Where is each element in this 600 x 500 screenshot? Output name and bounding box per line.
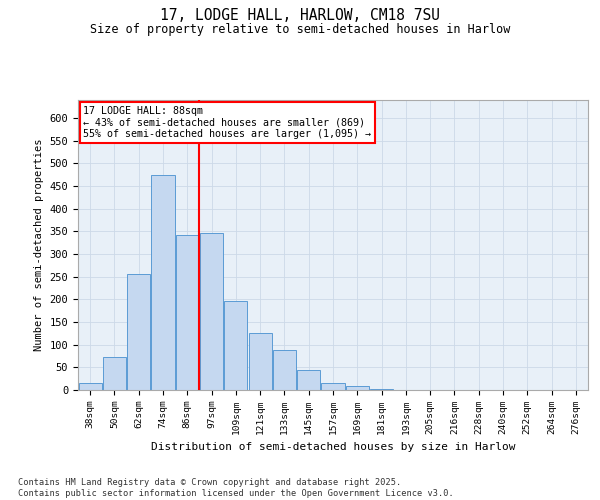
Bar: [176, 234, 199, 390]
Text: Distribution of semi-detached houses by size in Harlow: Distribution of semi-detached houses by …: [151, 442, 515, 452]
Bar: [370, 388, 393, 390]
Bar: [151, 175, 175, 390]
Text: Contains HM Land Registry data © Crown copyright and database right 2025.
Contai: Contains HM Land Registry data © Crown c…: [18, 478, 454, 498]
Bar: [103, 357, 126, 390]
Text: 17 LODGE HALL: 88sqm
← 43% of semi-detached houses are smaller (869)
55% of semi: 17 LODGE HALL: 88sqm ← 43% of semi-detac…: [83, 106, 371, 139]
Bar: [248, 334, 272, 390]
Bar: [346, 386, 369, 390]
Bar: [273, 350, 296, 390]
Bar: [79, 383, 101, 390]
Bar: [322, 383, 344, 390]
Text: 17, LODGE HALL, HARLOW, CM18 7SU: 17, LODGE HALL, HARLOW, CM18 7SU: [160, 8, 440, 22]
Bar: [297, 370, 320, 390]
Bar: [200, 233, 223, 390]
Text: Size of property relative to semi-detached houses in Harlow: Size of property relative to semi-detach…: [90, 22, 510, 36]
Bar: [127, 274, 150, 390]
Bar: [224, 300, 247, 390]
Y-axis label: Number of semi-detached properties: Number of semi-detached properties: [34, 138, 44, 352]
